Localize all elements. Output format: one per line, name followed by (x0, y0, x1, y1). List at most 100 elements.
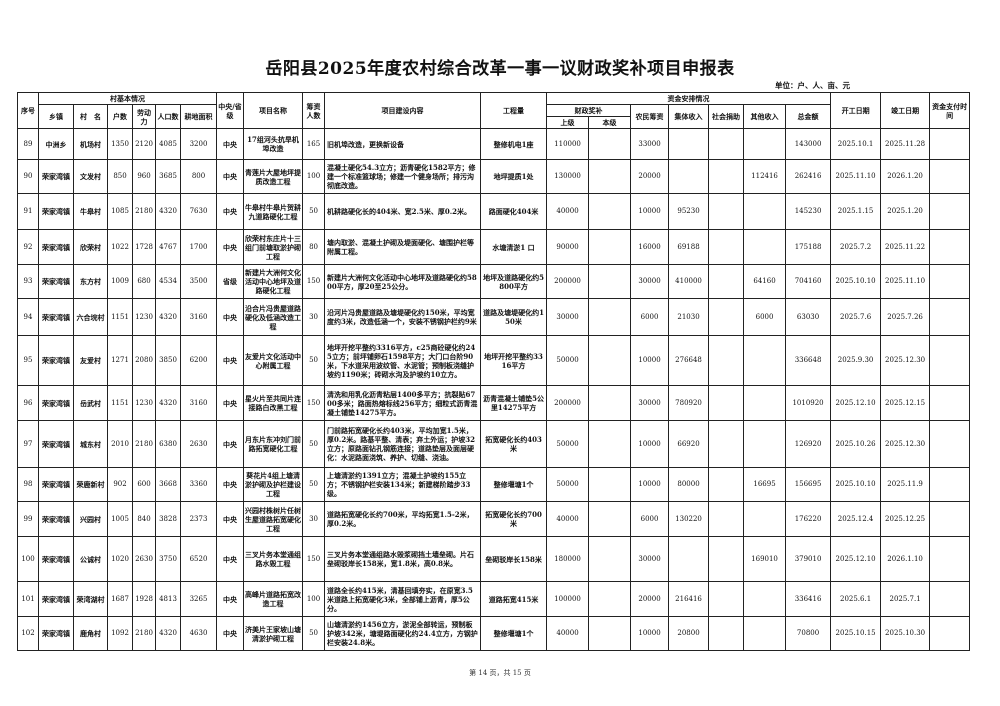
cell-payment (929, 229, 971, 265)
cell-population: 4320 (155, 616, 181, 651)
cell-donation (708, 128, 745, 160)
cell-collective: 95230 (668, 193, 710, 230)
cell-upper: 50000 (546, 467, 590, 502)
cell-funders: 50 (302, 335, 326, 386)
cell-farmer: 30000 (630, 385, 670, 421)
cell-total: 336416 (785, 581, 832, 617)
cell-population: 4767 (155, 229, 181, 265)
table-row: 102 荣家湾镇 鹿角村 1092 2180 4320 4630 中央 济美片王家坡山塘清淤护砌… (17, 616, 971, 651)
cell-start: 2025.10.10 (830, 264, 882, 299)
cell-upper: 100000 (546, 581, 590, 617)
header-level: 中央/省级 (216, 92, 245, 129)
cell-quantity: 地坪及道路硬化约5800平方 (480, 264, 548, 299)
cell-labor: 960 (132, 159, 156, 194)
cell-population: 4320 (155, 298, 181, 336)
cell-content: 山塘清淤约1456立方，淤泥全部转运，预制板护坡342米，塘堤路面硬化约24.4… (324, 616, 482, 651)
header-payment-time: 资金支付时间 (929, 92, 971, 129)
cell-total: 1010920 (785, 385, 832, 421)
cell-village: 文发村 (73, 159, 108, 194)
cell-level: 中央 (216, 536, 245, 582)
cell-level: 中央 (216, 229, 245, 265)
cell-village: 公诚村 (73, 536, 108, 582)
cell-content: 混凝土硬化54.3立方；沥青硬化1582平方；修建一个标准篮球场；修建一个健身场… (324, 159, 482, 194)
cell-other: 112416 (743, 159, 787, 194)
cell-start: 2025.7.2 (830, 229, 882, 265)
cell-donation (708, 193, 745, 230)
cell-other (743, 385, 787, 421)
cell-end: 2026.1.20 (880, 159, 931, 194)
cell-local (588, 264, 632, 299)
cell-project-name: 葵花片4组上塘清淤护砌及护栏建设工程 (243, 467, 304, 502)
cell-upper: 180000 (546, 536, 590, 582)
cell-start: 2025.1.15 (830, 193, 882, 230)
cell-village: 岳武村 (73, 385, 108, 421)
table-row: 89 中洲乡 机场村 1350 2120 4085 3200 中央 17组河头抗旱机埠改造 165… (17, 128, 971, 160)
cell-quantity: 拓宽硬化长约403米 (480, 420, 548, 468)
cell-funders: 50 (302, 193, 326, 230)
cell-farmer: 6000 (630, 298, 670, 336)
cell-project-name: 17组河头抗旱机埠改造 (243, 128, 304, 160)
cell-local (588, 298, 632, 336)
cell-farmer: 30000 (630, 264, 670, 299)
cell-collective: 66920 (668, 420, 710, 468)
cell-start: 2025.10.10 (830, 467, 882, 502)
cell-township: 荣家湾镇 (38, 420, 74, 468)
cell-village: 牛皋村 (73, 193, 108, 230)
cell-township: 荣家湾镇 (38, 264, 74, 299)
cell-labor: 2180 (132, 616, 156, 651)
cell-households: 1005 (107, 501, 133, 537)
cell-other (743, 616, 787, 651)
cell-upper: 40000 (546, 616, 590, 651)
cell-level: 中央 (216, 159, 245, 194)
cell-level: 中央 (216, 335, 245, 386)
cell-labor: 1728 (132, 229, 156, 265)
cell-project-name: 月东片东冲刘门前路拓宽硬化工程 (243, 420, 304, 468)
cell-seq: 99 (17, 501, 39, 537)
table-row: 94 荣家湾镇 六合垸村 1151 1230 4320 3160 中央 沿合片冯贵屋道路硬化及低… (17, 298, 971, 336)
table-row: 97 荣家湾镇 城东村 2010 2180 6380 2630 中央 月东片东冲刘门前路拓宽硬化… (17, 420, 971, 468)
cell-township: 荣家湾镇 (38, 159, 74, 194)
cell-labor: 600 (132, 467, 156, 502)
cell-seq: 97 (17, 420, 39, 468)
header-township: 乡镇 (38, 104, 74, 129)
cell-funders: 150 (302, 536, 326, 582)
cell-population: 4320 (155, 385, 181, 421)
cell-end: 2025.11.28 (880, 128, 931, 160)
cell-farmland: 1700 (179, 229, 218, 265)
cell-level: 中央 (216, 385, 245, 421)
cell-village: 兴园村 (73, 501, 108, 537)
header-farmland: 耕地面积 (179, 104, 218, 129)
cell-project-name: 沿合片冯贵屋道路硬化及低涵改造工程 (243, 298, 304, 336)
cell-local (588, 128, 632, 160)
cell-level: 中央 (216, 467, 245, 502)
cell-farmland: 7630 (179, 193, 218, 230)
cell-farmer: 20000 (630, 581, 670, 617)
cell-collective: 276648 (668, 335, 710, 386)
cell-content: 新建片大洲何文化活动中心地坪及道路硬化约5800平方，厚20至25公分。 (324, 264, 482, 299)
cell-labor: 2630 (132, 536, 156, 582)
cell-total: 175188 (785, 229, 832, 265)
cell-project-name: 牛皋村牛皋片贺耕九道路硬化工程 (243, 193, 304, 230)
cell-labor: 840 (132, 501, 156, 537)
cell-end: 2025.7.26 (880, 298, 931, 336)
cell-seq: 91 (17, 193, 39, 230)
cell-quantity: 沥青混凝土铺垫5公里14275平方 (480, 385, 548, 421)
cell-project-name: 欣荣村东庄片十三组门前塘取淤护砌工程 (243, 229, 304, 265)
cell-households: 1350 (107, 128, 133, 160)
cell-project-name: 青莲片大屋地坪提质改造工程 (243, 159, 304, 194)
cell-content: 门前路拓宽硬化长约403米，平均加宽1.5米，厚0.2米。路基平整、清表；弃土外… (324, 420, 482, 468)
cell-total: 704160 (785, 264, 832, 299)
cell-village: 荣鹿新村 (73, 467, 108, 502)
cell-quantity: 水塘清淤1 口 (480, 229, 548, 265)
cell-funders: 80 (302, 229, 326, 265)
cell-end: 2025.12.15 (880, 385, 931, 421)
cell-households: 1687 (107, 581, 133, 617)
cell-start: 2025.11.10 (830, 159, 882, 194)
cell-total: 156695 (785, 467, 832, 502)
cell-payment (929, 385, 971, 421)
cell-seq: 102 (17, 616, 39, 651)
cell-start: 2025.10.26 (830, 420, 882, 468)
cell-farmer: 33000 (630, 128, 670, 160)
cell-funders: 165 (302, 128, 326, 160)
cell-other (743, 128, 787, 160)
